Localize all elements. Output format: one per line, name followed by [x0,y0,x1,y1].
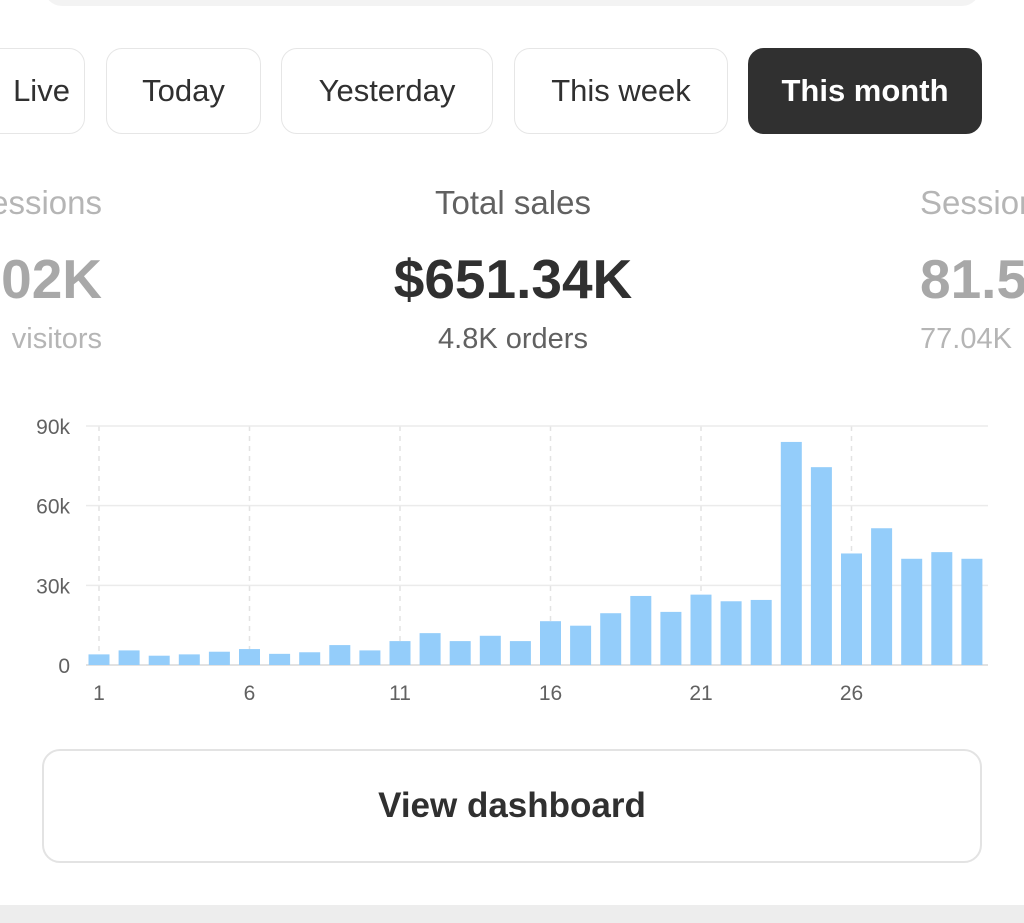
tab-this-week[interactable]: This week [514,48,728,134]
bar-day-22[interactable] [720,601,742,665]
bar-day-8[interactable] [299,652,321,665]
bar-day-16[interactable] [540,621,561,665]
bar-day-18[interactable] [600,613,622,665]
bar-day-13[interactable] [449,641,471,665]
bar-day-20[interactable] [660,611,682,665]
bar-day-26[interactable] [841,553,862,665]
metric-sub: 4.8K orders [438,323,588,355]
bar-day-9[interactable] [329,645,351,665]
view-dashboard-button[interactable]: View dashboard [42,749,982,863]
bottom-divider [0,905,1024,923]
bar-day-10[interactable] [359,650,381,665]
bar-day-27[interactable] [871,528,893,665]
bar-day-12[interactable] [419,633,441,665]
metric-total-sales[interactable]: Total sales $651.34K 4.8K orders [313,182,713,357]
metric-sessions-right[interactable]: Sessions 81.5 77.04K [920,182,1024,357]
metric-value: $651.34K [393,248,633,310]
bar-day-29[interactable] [931,552,953,665]
bar-day-28[interactable] [901,558,923,665]
bar-day-25[interactable] [810,467,832,665]
tab-yesterday[interactable]: Yesterday [281,48,493,134]
metric-label: Sessions [920,184,1024,221]
bar-day-23[interactable] [750,599,772,665]
bar-day-21[interactable] [690,594,712,665]
y-tick-label: 60k [36,496,70,519]
tab-live[interactable]: Live [0,48,85,134]
metric-label: Total sales [435,184,591,221]
bar-day-7[interactable] [269,653,291,665]
bar-day-19[interactable] [630,595,652,665]
x-tick-label: 1 [93,682,105,705]
metric-sub: 77.04K [920,323,1012,355]
bar-day-4[interactable] [178,654,200,665]
bar-day-2[interactable] [118,650,140,665]
x-tick-label: 16 [539,682,562,705]
sales-bar-chart: 0 30k 60k 90k 1 6 11 16 21 26 [0,400,1024,720]
bar-day-1[interactable] [88,654,110,665]
y-tick-label: 90k [36,416,70,439]
bar-day-6[interactable] [239,649,260,665]
metric-sub: visitors [11,323,102,355]
bar-day-17[interactable] [570,625,592,665]
x-tick-label: 6 [244,682,256,705]
y-tick-label: 0 [58,655,70,678]
tab-today[interactable]: Today [106,48,261,134]
bar-day-24[interactable] [780,441,802,665]
metric-sessions-left[interactable]: Sessions 102K visitors [0,182,102,357]
metric-label: Sessions [0,184,102,221]
tab-this-month[interactable]: This month [748,48,982,134]
bar-day-14[interactable] [479,635,501,665]
search-bar-remnant[interactable] [44,0,980,6]
bar-day-11[interactable] [389,641,411,665]
x-tick-label: 26 [840,682,863,705]
bar-day-15[interactable] [509,641,531,665]
y-tick-label: 30k [36,575,70,598]
metric-value: 102K [0,248,102,310]
bar-day-5[interactable] [208,651,230,665]
x-tick-label: 21 [689,682,712,705]
x-tick-label: 11 [389,682,411,705]
metric-value: 81.5 [920,248,1024,310]
bar-day-30[interactable] [961,558,983,665]
bar-day-3[interactable] [148,655,170,665]
